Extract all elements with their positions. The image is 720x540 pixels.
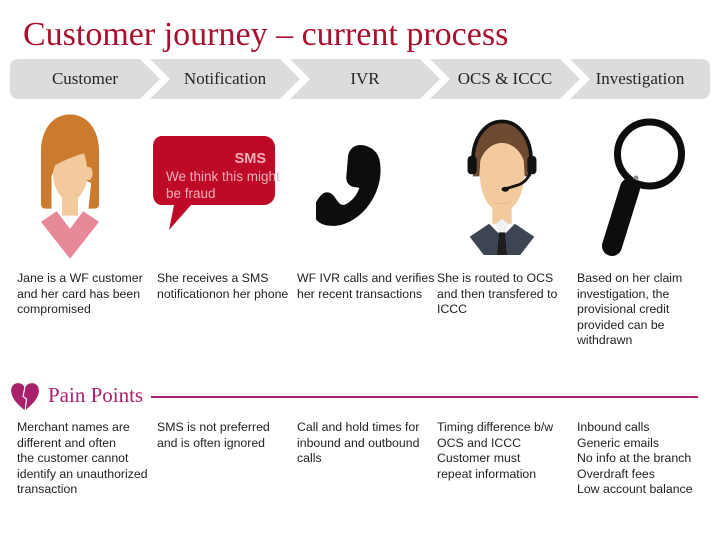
- svg-text:We think this might: We think this might: [166, 169, 280, 184]
- svg-text:be fraud: be fraud: [166, 186, 216, 201]
- svg-text:SMS: SMS: [235, 151, 267, 167]
